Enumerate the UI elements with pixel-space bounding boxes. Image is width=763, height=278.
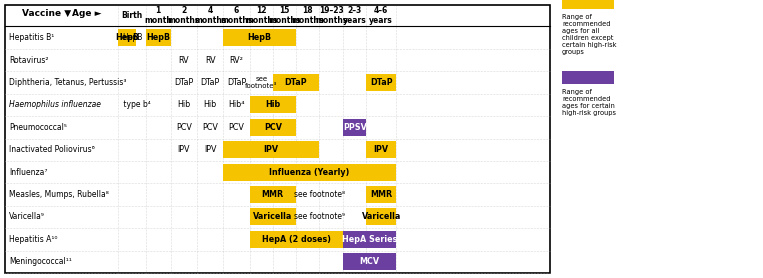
Text: HepB: HepB [247, 33, 272, 42]
Text: Influenza⁷: Influenza⁷ [9, 168, 47, 177]
Text: 19–23
months: 19–23 months [315, 6, 347, 25]
Bar [118, 29, 137, 46]
Text: Hib: Hib [177, 100, 190, 109]
Text: DTaP: DTaP [227, 78, 246, 87]
Text: HepB: HepB [146, 33, 170, 42]
Text: Hepatitis B¹: Hepatitis B¹ [9, 33, 54, 42]
Text: Hib: Hib [204, 100, 217, 109]
Text: IPV: IPV [178, 145, 190, 154]
Text: 4–6
years: 4–6 years [369, 6, 393, 25]
Text: Pneumococcal⁵: Pneumococcal⁵ [9, 123, 67, 132]
Bar [343, 253, 396, 270]
Text: RV²: RV² [230, 56, 243, 64]
Text: Hib: Hib [266, 100, 281, 109]
Text: MMR: MMR [370, 190, 392, 199]
Bar [146, 29, 170, 46]
Text: Inactivated Poliovirus⁶: Inactivated Poliovirus⁶ [9, 145, 95, 154]
Text: Range of
recommended
ages for certain
high-risk groups: Range of recommended ages for certain hi… [562, 89, 616, 116]
Text: Measles, Mumps, Rubella⁸: Measles, Mumps, Rubella⁸ [9, 190, 109, 199]
Text: see footnote⁸: see footnote⁸ [294, 190, 345, 199]
Text: Hepatitis A¹⁰: Hepatitis A¹⁰ [9, 235, 57, 244]
Text: 2–3
years: 2–3 years [343, 6, 367, 25]
Text: HepB: HepB [115, 33, 140, 42]
Text: RV: RV [204, 56, 215, 64]
Bar [224, 141, 319, 158]
Text: Varicella: Varicella [253, 212, 292, 222]
Text: Range of
recommended
ages for all
children except
certain high-risk
groups: Range of recommended ages for all childr… [562, 14, 617, 54]
Bar [5, 5, 550, 273]
Bar [250, 208, 296, 225]
Bar [366, 141, 396, 158]
Text: HepA (2 doses): HepA (2 doses) [262, 235, 331, 244]
Text: 1
month: 1 month [144, 6, 172, 25]
Text: Varicella⁹: Varicella⁹ [9, 212, 45, 222]
Bar [366, 74, 396, 91]
Text: Varicella: Varicella [362, 212, 401, 222]
Bar [250, 186, 296, 203]
Bar [366, 186, 396, 203]
Text: DTaP: DTaP [201, 78, 220, 87]
Bar [224, 164, 396, 181]
Text: 18
months: 18 months [291, 6, 324, 25]
Text: Vaccine ▼: Vaccine ▼ [22, 9, 71, 18]
Text: IPV: IPV [374, 145, 388, 154]
Bar [562, 71, 614, 84]
Text: Age ►: Age ► [72, 9, 101, 18]
Bar [343, 119, 366, 136]
Text: see
footnote³: see footnote³ [245, 76, 278, 89]
Text: DTaP: DTaP [370, 78, 392, 87]
Text: MMR: MMR [262, 190, 284, 199]
Text: see footnote⁹: see footnote⁹ [294, 212, 345, 222]
Text: 6
months: 6 months [221, 6, 253, 25]
Text: PCV: PCV [175, 123, 192, 132]
Text: Haemophilus influenzae: Haemophilus influenzae [9, 100, 101, 109]
Bar [366, 208, 396, 225]
Text: PPSV: PPSV [343, 123, 367, 132]
Text: HepA Series: HepA Series [342, 235, 398, 244]
Text: MCV: MCV [359, 257, 380, 266]
Text: PCV: PCV [264, 123, 282, 132]
Text: RV: RV [179, 56, 189, 64]
Text: 12
months: 12 months [245, 6, 278, 25]
Text: IPV: IPV [263, 145, 278, 154]
Text: 15
months: 15 months [268, 6, 301, 25]
Text: PCV: PCV [229, 123, 244, 132]
Bar [343, 231, 396, 248]
Bar [250, 96, 296, 113]
Text: Hib⁴: Hib⁴ [228, 100, 245, 109]
Text: 2
months: 2 months [168, 6, 200, 25]
Text: DTaP: DTaP [285, 78, 307, 87]
Bar [273, 74, 319, 91]
Text: Diphtheria, Tetanus, Pertussis³: Diphtheria, Tetanus, Pertussis³ [9, 78, 127, 87]
Text: 4
months: 4 months [194, 6, 227, 25]
Bar [250, 231, 343, 248]
Text: Influenza (Yearly): Influenza (Yearly) [269, 168, 350, 177]
Text: PCV: PCV [202, 123, 218, 132]
Text: HepB: HepB [122, 33, 142, 42]
Bar [250, 119, 296, 136]
Text: DTaP: DTaP [174, 78, 193, 87]
Text: Rotavirus²: Rotavirus² [9, 56, 49, 64]
Bar [224, 29, 296, 46]
Text: Birth: Birth [121, 11, 143, 20]
Bar [562, 0, 614, 9]
Text: IPV: IPV [204, 145, 217, 154]
Text: type b⁴: type b⁴ [121, 100, 151, 109]
Text: Meningococcal¹¹: Meningococcal¹¹ [9, 257, 72, 266]
